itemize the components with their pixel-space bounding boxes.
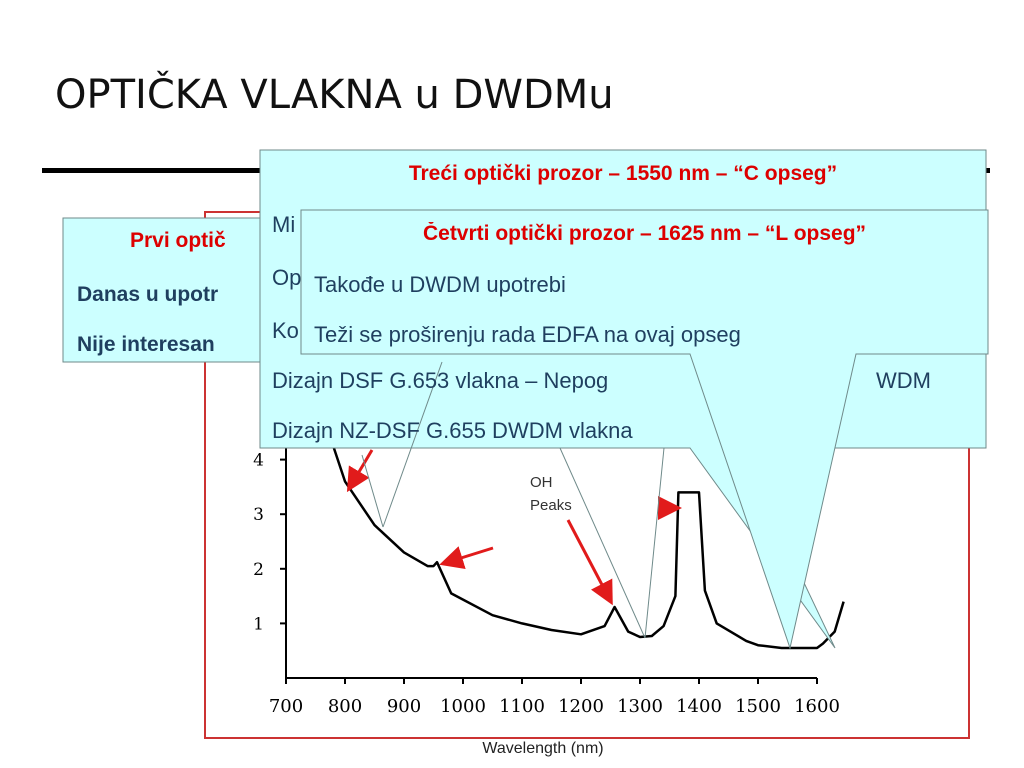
x-tick-label: 1600 (794, 696, 840, 717)
attenuation-curve (306, 355, 845, 650)
x-tick-label: 900 (387, 696, 421, 717)
third-window-line: Dizajn DSF G.653 vlakna – Nepog (272, 368, 609, 393)
third-window-line: Mi (272, 212, 296, 237)
x-tick-label: 1100 (499, 696, 545, 717)
x-axis-label: Wavelength (nm) (482, 740, 603, 757)
red-arrow (346, 449, 374, 493)
x-tick-label: 1300 (617, 696, 663, 717)
third-window-line: WDM (876, 368, 931, 393)
x-tick-label: 1000 (440, 696, 486, 717)
x-tick-label: 1400 (676, 696, 722, 717)
fourth-window-heading: Četvrti optički prozor – 1625 nm – “L op… (422, 222, 867, 245)
callout-pointer-line (361, 454, 384, 528)
x-tick-label: 700 (269, 696, 303, 717)
red-arrow (566, 519, 613, 606)
page-title: OPTIČKA VLAKNA u DWDMu (55, 72, 614, 118)
tick-layer: 700 800 900 1000 1100 1200 1300 1400 1500 1600 1 2 3… (253, 405, 840, 717)
third-window-heading: Treći optički prozor – 1550 nm – “C opse… (408, 162, 838, 185)
callout-pointer-line (644, 447, 665, 639)
fourth-window-callout-bg (300, 209, 989, 650)
third-window-line: Ko (272, 318, 299, 343)
x-tick-label: 1500 (735, 696, 781, 717)
y-tick-label: 2 (253, 560, 264, 580)
curve-layer (306, 355, 845, 650)
oh-label: OH (530, 474, 553, 491)
red-arrow (439, 546, 494, 570)
peaks-label: Peaks (530, 497, 572, 514)
third-window-line: Dizajn NZ-DSF G.655 DWDM vlakna (272, 418, 633, 443)
first-window-line: Danas u upotr (77, 283, 219, 306)
third-window-line: Op (272, 265, 302, 290)
y-tick-label: 3 (253, 505, 264, 525)
x-tick-label: 800 (328, 696, 362, 717)
fourth-window-line: Teži se proširenju rada EDFA na ovaj ops… (314, 322, 741, 347)
fourth-window-line: Takođe u DWDM upotrebi (314, 272, 566, 297)
y-tick-label: 4 (253, 451, 264, 471)
first-window-heading: Prvi optič (130, 229, 226, 252)
x-tick-label: 1200 (558, 696, 604, 717)
first-window-line: Nije interesan (77, 333, 215, 356)
callout-pointer-line (382, 361, 443, 528)
callout-pointer-line (559, 447, 646, 639)
y-tick-label: 1 (253, 614, 264, 634)
